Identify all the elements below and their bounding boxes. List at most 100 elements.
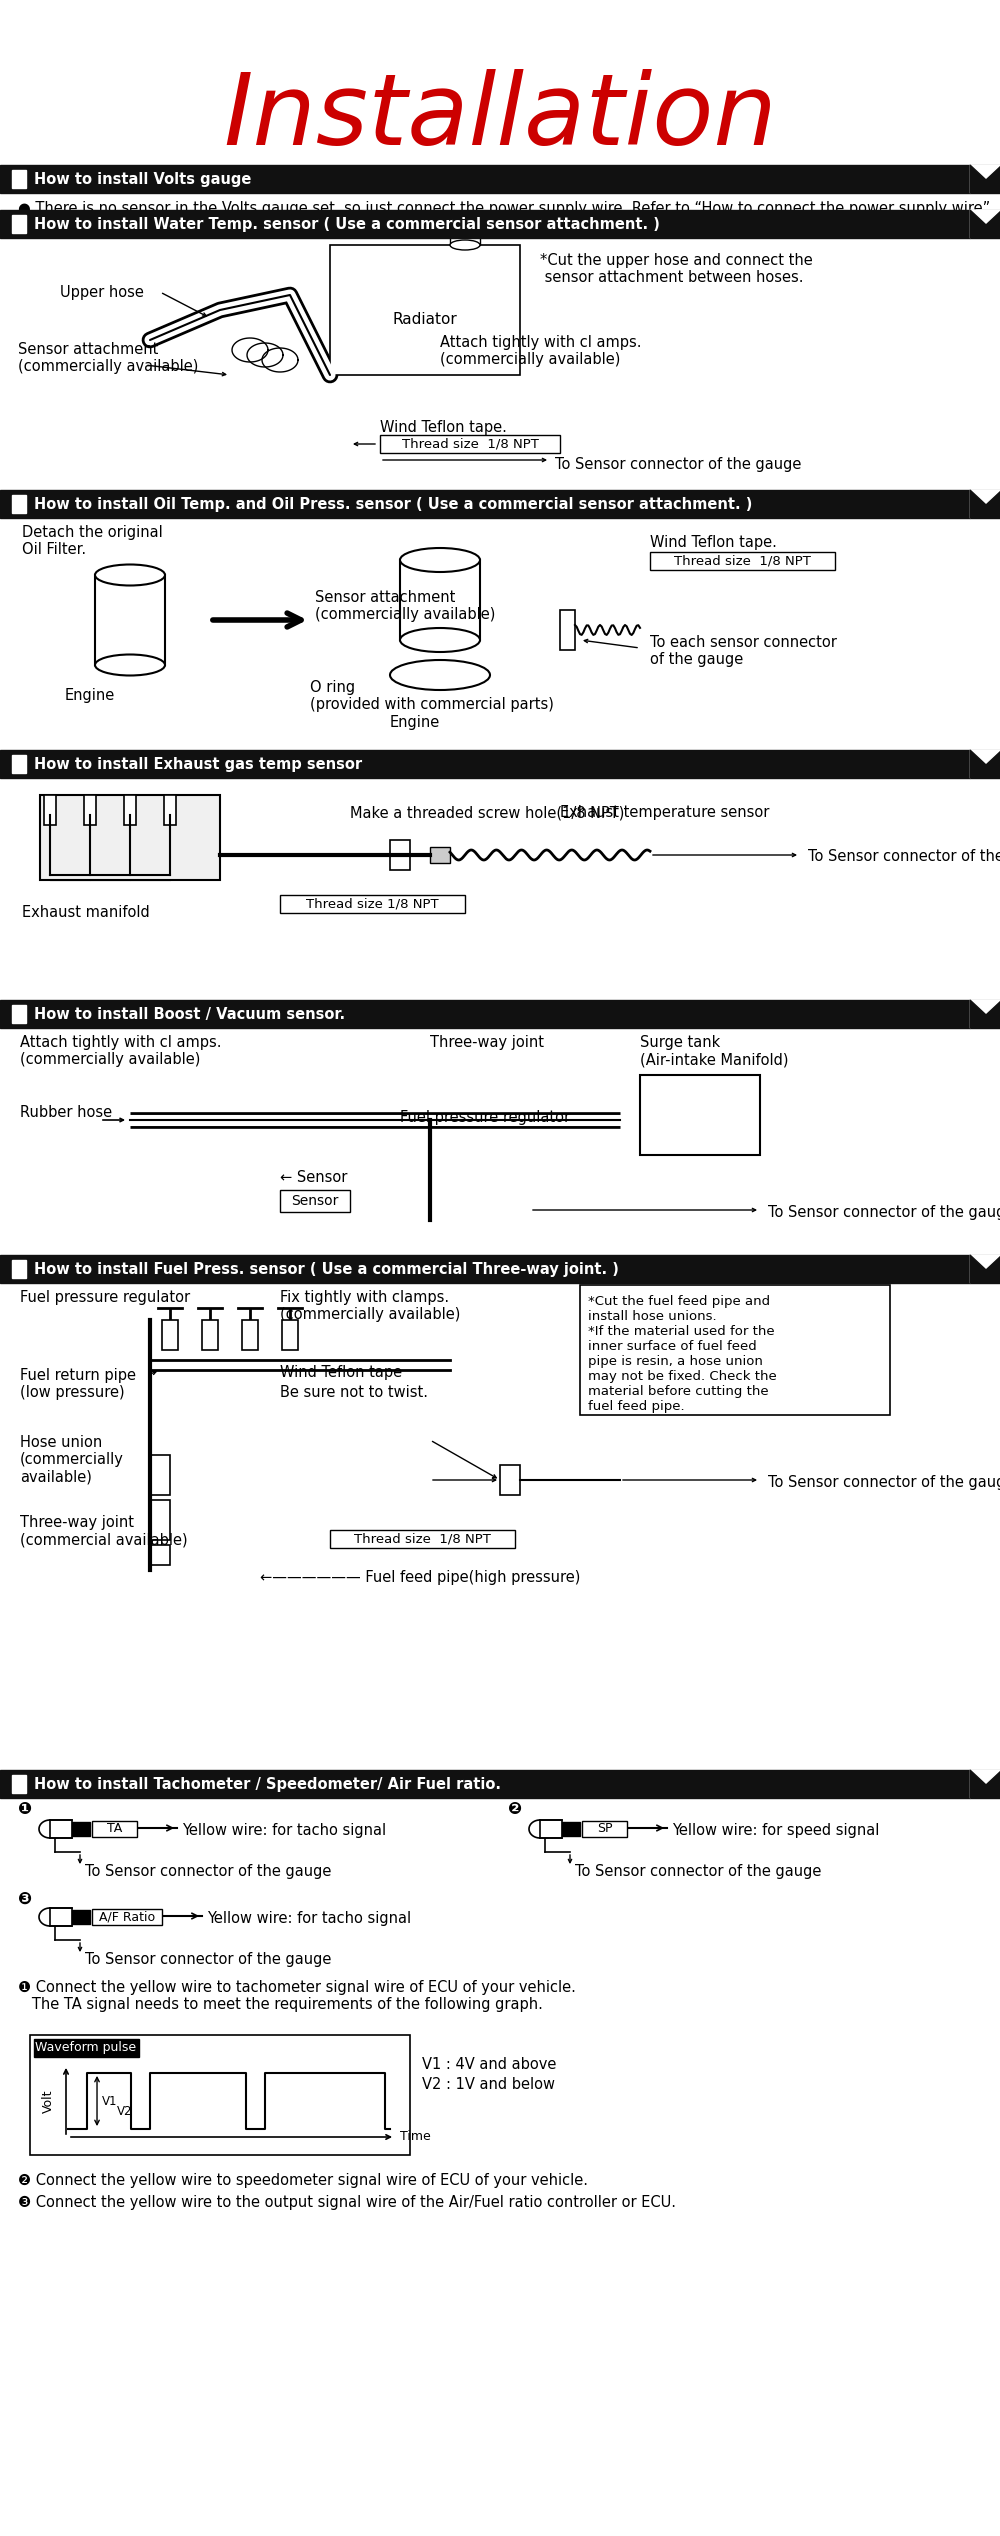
Text: Thread size  1/8 NPT: Thread size 1/8 NPT — [674, 555, 811, 568]
Text: Sensor attachment
(commercially available): Sensor attachment (commercially availabl… — [315, 591, 495, 621]
Bar — [150, 1499, 170, 1539]
Bar — [280, 1189, 350, 1212]
Polygon shape — [970, 1255, 1000, 1283]
Text: Yellow wire: for tacho signal: Yellow wire: for tacho signal — [207, 1912, 411, 1927]
Polygon shape — [970, 210, 1000, 238]
Bar — [12, 1775, 26, 1793]
Text: *Cut the upper hose and connect the
 sensor attachment between hoses.: *Cut the upper hose and connect the sens… — [540, 254, 813, 287]
Ellipse shape — [95, 654, 165, 675]
Text: Fuel return pipe
(low pressure): Fuel return pipe (low pressure) — [20, 1367, 136, 1400]
Polygon shape — [970, 165, 1000, 193]
Text: ❶ Connect the yellow wire to tachometer signal wire of ECU of your vehicle.
   T: ❶ Connect the yellow wire to tachometer … — [18, 1981, 576, 2014]
Bar — [390, 839, 410, 870]
Bar — [400, 560, 480, 639]
Bar — [330, 1529, 515, 1547]
Bar — [0, 210, 970, 238]
Bar — [560, 611, 575, 649]
Ellipse shape — [400, 629, 480, 652]
Bar — [0, 1770, 970, 1798]
Bar — [0, 489, 970, 517]
Text: ❸: ❸ — [18, 1889, 32, 1907]
Text: *Cut the fuel feed pipe and
install hose unions.
*If the material used for the
i: *Cut the fuel feed pipe and install hose… — [588, 1296, 777, 1413]
Ellipse shape — [95, 566, 165, 586]
Bar — [40, 794, 220, 880]
Text: To Sensor connector of the gauge: To Sensor connector of the gauge — [85, 1953, 331, 1968]
Text: ● There is no sensor in the Volts gauge set, so just connect the power supply wi: ● There is no sensor in the Volts gauge … — [18, 200, 990, 216]
Bar — [640, 1075, 760, 1154]
Text: Fuel pressure regulator: Fuel pressure regulator — [400, 1111, 570, 1126]
Bar — [0, 999, 970, 1027]
Text: Thread size  1/8 NPT: Thread size 1/8 NPT — [402, 439, 538, 451]
Bar — [0, 165, 970, 193]
Polygon shape — [970, 210, 1000, 238]
Bar — [162, 1321, 178, 1349]
Polygon shape — [970, 1770, 1000, 1798]
Polygon shape — [970, 751, 1000, 779]
Text: Detach the original
Oil Filter.: Detach the original Oil Filter. — [22, 525, 163, 558]
Text: Wind Teflon tape.: Wind Teflon tape. — [650, 535, 777, 550]
Text: Three-way joint
(commercial available): Three-way joint (commercial available) — [20, 1514, 188, 1547]
Text: How to install Oil Temp. and Oil Press. sensor ( Use a commercial sensor attachm: How to install Oil Temp. and Oil Press. … — [34, 497, 752, 512]
Polygon shape — [970, 1770, 1000, 1798]
Text: Attach tightly with cl amps.
(commercially available): Attach tightly with cl amps. (commercial… — [440, 335, 642, 368]
Text: Three-way joint: Three-way joint — [430, 1035, 544, 1050]
Bar — [500, 1466, 520, 1496]
Bar — [562, 1821, 580, 1836]
Text: Attach tightly with cl amps.
(commercially available): Attach tightly with cl amps. (commercial… — [20, 1035, 222, 1068]
Bar — [280, 895, 465, 913]
Ellipse shape — [390, 659, 490, 690]
Text: ❶: ❶ — [18, 1801, 32, 1818]
Bar — [92, 1821, 137, 1836]
Polygon shape — [970, 489, 1000, 517]
Text: V2: V2 — [117, 2105, 133, 2118]
Text: To Sensor connector of the gauge: To Sensor connector of the gauge — [768, 1476, 1000, 1491]
Bar — [0, 751, 970, 779]
Text: How to install Fuel Press. sensor ( Use a commercial Three-way joint. ): How to install Fuel Press. sensor ( Use … — [34, 1263, 619, 1278]
Polygon shape — [970, 999, 1000, 1027]
Bar — [124, 794, 136, 824]
Bar — [0, 1255, 970, 1283]
Bar — [92, 1910, 162, 1925]
Text: Waveform pulse: Waveform pulse — [35, 2041, 137, 2054]
Ellipse shape — [450, 218, 480, 228]
Polygon shape — [970, 210, 1000, 238]
Text: Installation: Installation — [223, 68, 777, 167]
Text: Be sure not to twist.: Be sure not to twist. — [280, 1385, 428, 1400]
Text: To Sensor connector of the gauge: To Sensor connector of the gauge — [768, 1205, 1000, 1220]
Bar — [12, 170, 26, 188]
Text: Volt: Volt — [42, 2090, 54, 2112]
Text: A/F Ratio: A/F Ratio — [99, 1910, 155, 1922]
Text: Exhaust temperature sensor: Exhaust temperature sensor — [560, 804, 769, 819]
Text: ❷: ❷ — [508, 1801, 522, 1818]
Bar — [84, 794, 96, 824]
Text: How to install Volts gauge: How to install Volts gauge — [34, 172, 251, 188]
Text: Thread size  1/8 NPT: Thread size 1/8 NPT — [354, 1532, 491, 1544]
Text: Engine: Engine — [390, 715, 440, 730]
Bar — [12, 216, 26, 233]
Text: Exhaust manifold: Exhaust manifold — [22, 905, 150, 921]
Polygon shape — [970, 1255, 1000, 1283]
Polygon shape — [970, 489, 1000, 517]
Bar — [30, 2034, 410, 2156]
Text: Surge tank
(Air-intake Manifold): Surge tank (Air-intake Manifold) — [640, 1035, 788, 1068]
Text: SP: SP — [597, 1823, 612, 1836]
Bar — [282, 1321, 298, 1349]
Bar — [150, 1456, 170, 1496]
Polygon shape — [970, 165, 1000, 193]
Text: How to install Exhaust gas temp sensor: How to install Exhaust gas temp sensor — [34, 758, 362, 771]
Ellipse shape — [450, 241, 480, 251]
Polygon shape — [970, 751, 1000, 779]
Polygon shape — [970, 1255, 1000, 1283]
Text: Sensor attachment
(commercially available): Sensor attachment (commercially availabl… — [18, 342, 198, 375]
Bar — [450, 223, 480, 246]
Text: ❷ Connect the yellow wire to speedometer signal wire of ECU of your vehicle.: ❷ Connect the yellow wire to speedometer… — [18, 2173, 588, 2189]
Text: Wind Teflon tape: Wind Teflon tape — [280, 1364, 402, 1380]
Text: Yellow wire: for tacho signal: Yellow wire: for tacho signal — [182, 1823, 386, 1839]
Polygon shape — [970, 999, 1000, 1027]
Text: How to install Tachometer / Speedometer/ Air Fuel ratio.: How to install Tachometer / Speedometer/… — [34, 1778, 501, 1793]
Bar — [150, 1544, 170, 1565]
Text: Engine: Engine — [65, 687, 115, 702]
Bar — [12, 1004, 26, 1022]
Polygon shape — [970, 165, 1000, 193]
Text: Time: Time — [400, 2130, 431, 2143]
